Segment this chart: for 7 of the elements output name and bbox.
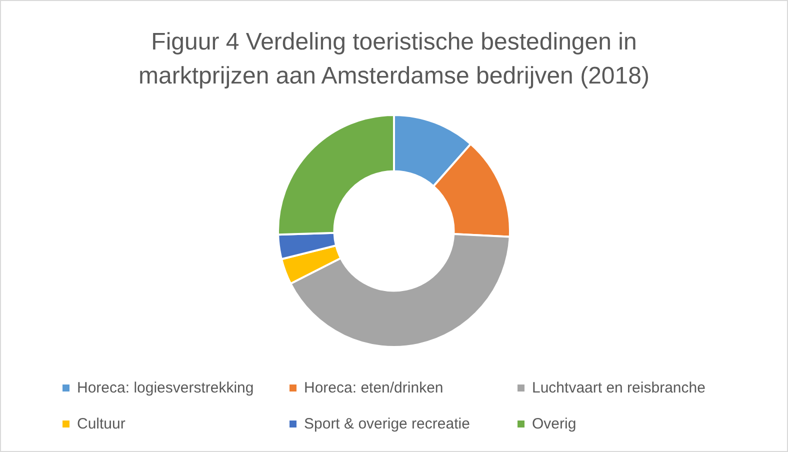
chart-title: Figuur 4 Verdeling toeristische bestedingen in marktprijzen aan Amsterdamse bedrijven (2018) (138, 28, 650, 90)
legend-label: Overig (532, 416, 576, 432)
legend-label: Sport & overige recreatie (304, 416, 470, 432)
legend-label: Cultuur (77, 416, 126, 432)
legend-label: Horeca: eten/drinken (304, 380, 444, 396)
legend-label: Horeca: logiesverstrekking (77, 380, 254, 396)
legend-label: Luchtvaart en reisbranche (532, 380, 706, 396)
